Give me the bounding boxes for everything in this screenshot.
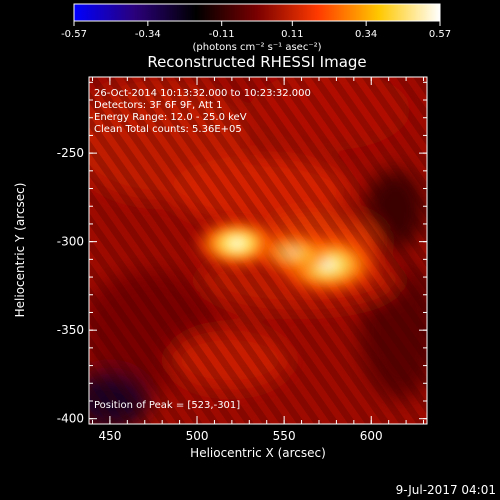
y-axis: -250 -300 -350 -400 bbox=[57, 81, 427, 426]
x-tick-label: 450 bbox=[98, 429, 121, 443]
rhessi-image bbox=[89, 77, 427, 424]
x-tick-label: 550 bbox=[273, 429, 296, 443]
x-axis: 450 500 550 600 bbox=[91, 77, 425, 443]
colorbar-tick-label: 0.11 bbox=[281, 29, 303, 40]
colorbar-strip bbox=[73, 3, 441, 22]
colorbar: -0.57 -0.34 -0.11 0.11 0.34 0.57 (photons cm⁻… bbox=[61, 3, 451, 53]
colorbar-tick-label: 0.57 bbox=[429, 29, 451, 40]
y-axis-label: Heliocentric Y (arcsec) bbox=[13, 183, 27, 318]
plot-title: Reconstructed RHESSI Image bbox=[147, 53, 366, 71]
peak-position-text: Position of Peak = [523,-301] bbox=[94, 400, 240, 411]
colorbar-tick-label: -0.34 bbox=[135, 29, 161, 40]
x-tick-label: 500 bbox=[186, 429, 209, 443]
image-frame bbox=[88, 76, 428, 425]
colorbar-tick-label: -0.57 bbox=[61, 29, 87, 40]
flare-source bbox=[251, 227, 334, 277]
y-tick-label: -400 bbox=[57, 412, 84, 426]
colorbar-ticks: -0.57 -0.34 -0.11 0.11 0.34 0.57 bbox=[61, 21, 451, 40]
colorbar-tick-label: 0.34 bbox=[355, 29, 377, 40]
info-line: Detectors: 3F 6F 9F, Att 1 bbox=[94, 100, 222, 111]
colorbar-tick-label: -0.11 bbox=[209, 29, 235, 40]
flare-sources bbox=[191, 216, 385, 299]
x-tick-label: 600 bbox=[360, 429, 383, 443]
footer-date: 9-Jul-2017 04:01 bbox=[396, 483, 496, 497]
y-tick-label: -250 bbox=[57, 146, 84, 160]
colorbar-unit-label: (photons cm⁻² s⁻¹ asec⁻²) bbox=[192, 42, 321, 53]
y-tick-label: -300 bbox=[57, 235, 84, 249]
y-tick-label: -350 bbox=[57, 323, 84, 337]
info-line: 26-Oct-2014 10:13:32.000 to 10:23:32.000 bbox=[94, 88, 311, 99]
info-line: Energy Range: 12.0 - 25.0 keV bbox=[94, 112, 247, 123]
observation-info: 26-Oct-2014 10:13:32.000 to 10:23:32.000… bbox=[94, 88, 311, 135]
info-line: Clean Total counts: 5.36E+05 bbox=[94, 124, 242, 135]
x-axis-label: Heliocentric X (arcsec) bbox=[190, 446, 326, 460]
